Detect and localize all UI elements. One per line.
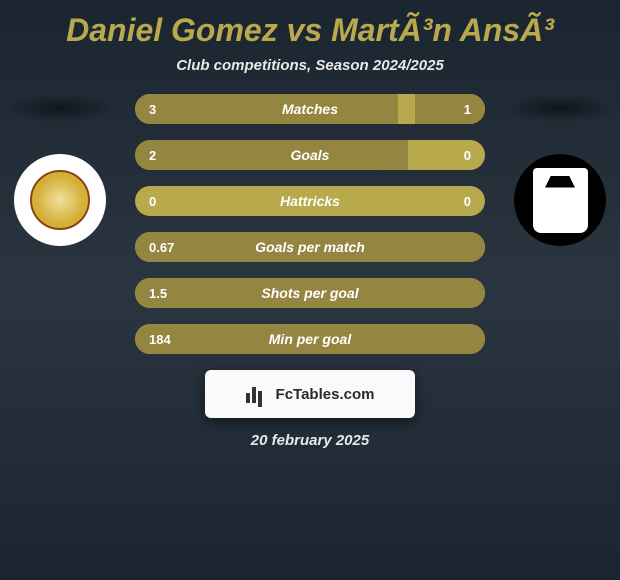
- brand-card: FcTables.com: [205, 370, 415, 418]
- stat-row: 1.5Shots per goal: [135, 278, 485, 308]
- chart-icon: [246, 385, 268, 403]
- stat-label: Hattricks: [135, 193, 485, 209]
- club-badge-right: [514, 154, 606, 246]
- club-badge-left: [14, 154, 106, 246]
- stat-row: 2Goals0: [135, 140, 485, 170]
- subtitle: Club competitions, Season 2024/2025: [0, 57, 620, 74]
- stat-label: Goals: [135, 147, 485, 163]
- comparison-title: Daniel Gomez vs MartÃ³n AnsÃ³: [0, 0, 620, 49]
- stats-container: 3Matches12Goals00Hattricks00.67Goals per…: [135, 94, 485, 354]
- content-area: 3Matches12Goals00Hattricks00.67Goals per…: [0, 94, 620, 354]
- stat-value-right: 0: [464, 194, 471, 209]
- zaragoza-crest-icon: [30, 170, 90, 230]
- player-shadow-right: [505, 94, 615, 122]
- stat-value-right: 0: [464, 148, 471, 163]
- stat-row: 3Matches1: [135, 94, 485, 124]
- stat-row: 0.67Goals per match: [135, 232, 485, 262]
- date-text: 20 february 2025: [0, 432, 620, 449]
- stat-label: Shots per goal: [135, 285, 485, 301]
- stat-value-right: 1: [464, 102, 471, 117]
- stat-row: 0Hattricks0: [135, 186, 485, 216]
- stat-label: Matches: [135, 101, 485, 117]
- stat-label: Min per goal: [135, 331, 485, 347]
- brand-text: FcTables.com: [276, 386, 375, 403]
- player-shadow-left: [5, 94, 115, 122]
- albacete-crest-icon: [533, 168, 588, 233]
- stat-row: 184Min per goal: [135, 324, 485, 354]
- stat-label: Goals per match: [135, 239, 485, 255]
